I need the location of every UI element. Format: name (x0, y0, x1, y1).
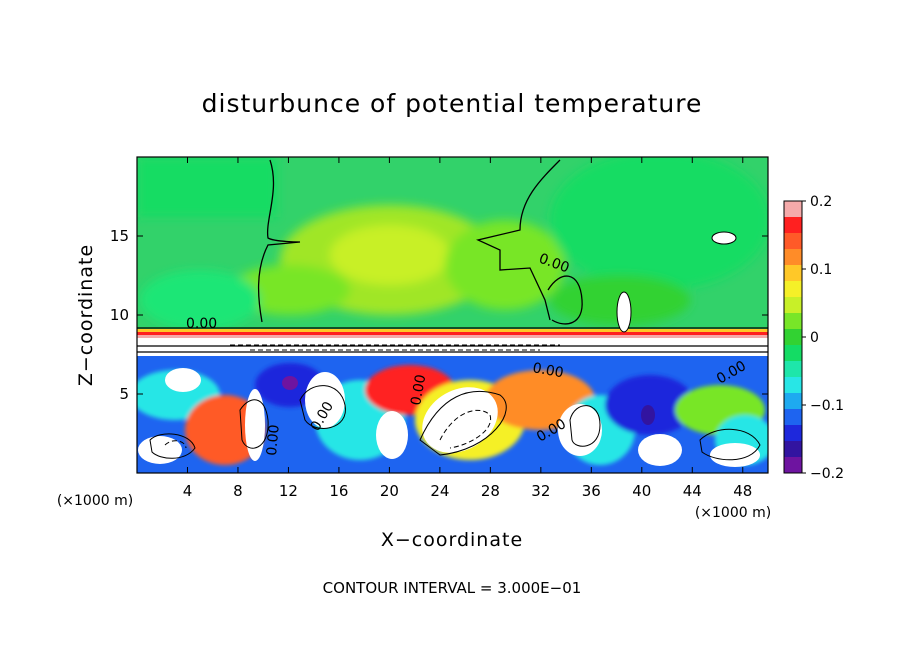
contour-label: 0.00 (264, 424, 283, 456)
contour-label: 0.00 (408, 373, 429, 406)
contour-interval-note: CONTOUR INTERVAL = 3.000E−01 (323, 579, 582, 597)
chart-title: disturbunce of potential temperature (202, 89, 703, 118)
x-unit-label: (×1000 m) (695, 505, 771, 521)
y-axis-label: Z−coordinate (75, 244, 97, 386)
plot-area: 0.00 0.00 0.00 0.00 0.00 0.00 0.00 0.00 (137, 157, 768, 473)
colorbar-segment (784, 233, 802, 250)
colorbar-segment (784, 441, 802, 458)
colorbar-segment (784, 425, 802, 442)
colorbar-tick-label: 0 (810, 330, 819, 346)
x-tick-label: 44 (683, 482, 702, 500)
x-tick-label: 32 (531, 482, 550, 500)
colorbar-segment (784, 457, 802, 474)
x-tick-label: 4 (183, 482, 193, 500)
y-tick-label: 5 (119, 385, 129, 403)
x-tick-label: 40 (632, 482, 651, 500)
colorbar-segment (784, 329, 802, 346)
y-tick-label: 10 (110, 306, 129, 324)
colorbar-segment (784, 217, 802, 234)
x-tick-label: 36 (582, 482, 601, 500)
colorbar-tick-label: −0.1 (810, 398, 844, 414)
colorbar-segment (784, 297, 802, 314)
z-unit-label: (×1000 m) (57, 493, 133, 509)
x-tick-label: 16 (329, 482, 348, 500)
x-tick-label: 12 (279, 482, 298, 500)
x-tick-label: 8 (233, 482, 243, 500)
colorbar-segment (784, 393, 802, 410)
contour-label: 0.00 (531, 360, 564, 381)
colorbar-segment (784, 201, 802, 218)
colorbar-segment (784, 377, 802, 394)
contour-label: 0.00 (186, 316, 217, 332)
colorbar-tick-label: 0.2 (810, 194, 832, 210)
x-axis-label: X−coordinate (381, 529, 523, 551)
y-axis-ticks: 5 10 15 (110, 227, 768, 403)
x-tick-label: 20 (380, 482, 399, 500)
colorbar-segment (784, 281, 802, 298)
colorbar-segment (784, 313, 802, 330)
x-tick-label: 24 (430, 482, 449, 500)
colorbar-segment (784, 409, 802, 426)
colorbar-ticks: 0.2 0.1 0 −0.1 −0.2 (802, 194, 844, 482)
colorbar-segment (784, 361, 802, 378)
x-axis-ticks: 4 8 12 16 20 24 28 32 36 40 44 48 (183, 157, 752, 500)
colorbar-tick-label: 0.1 (810, 262, 832, 278)
colorbar (783, 200, 803, 474)
y-tick-label: 15 (110, 227, 129, 245)
colorbar-segment (784, 345, 802, 362)
colorbar-tick-label: −0.2 (810, 466, 844, 482)
colorbar-segment (784, 249, 802, 266)
x-tick-label: 28 (481, 482, 500, 500)
colorbar-segment (784, 265, 802, 282)
x-tick-label: 48 (733, 482, 752, 500)
